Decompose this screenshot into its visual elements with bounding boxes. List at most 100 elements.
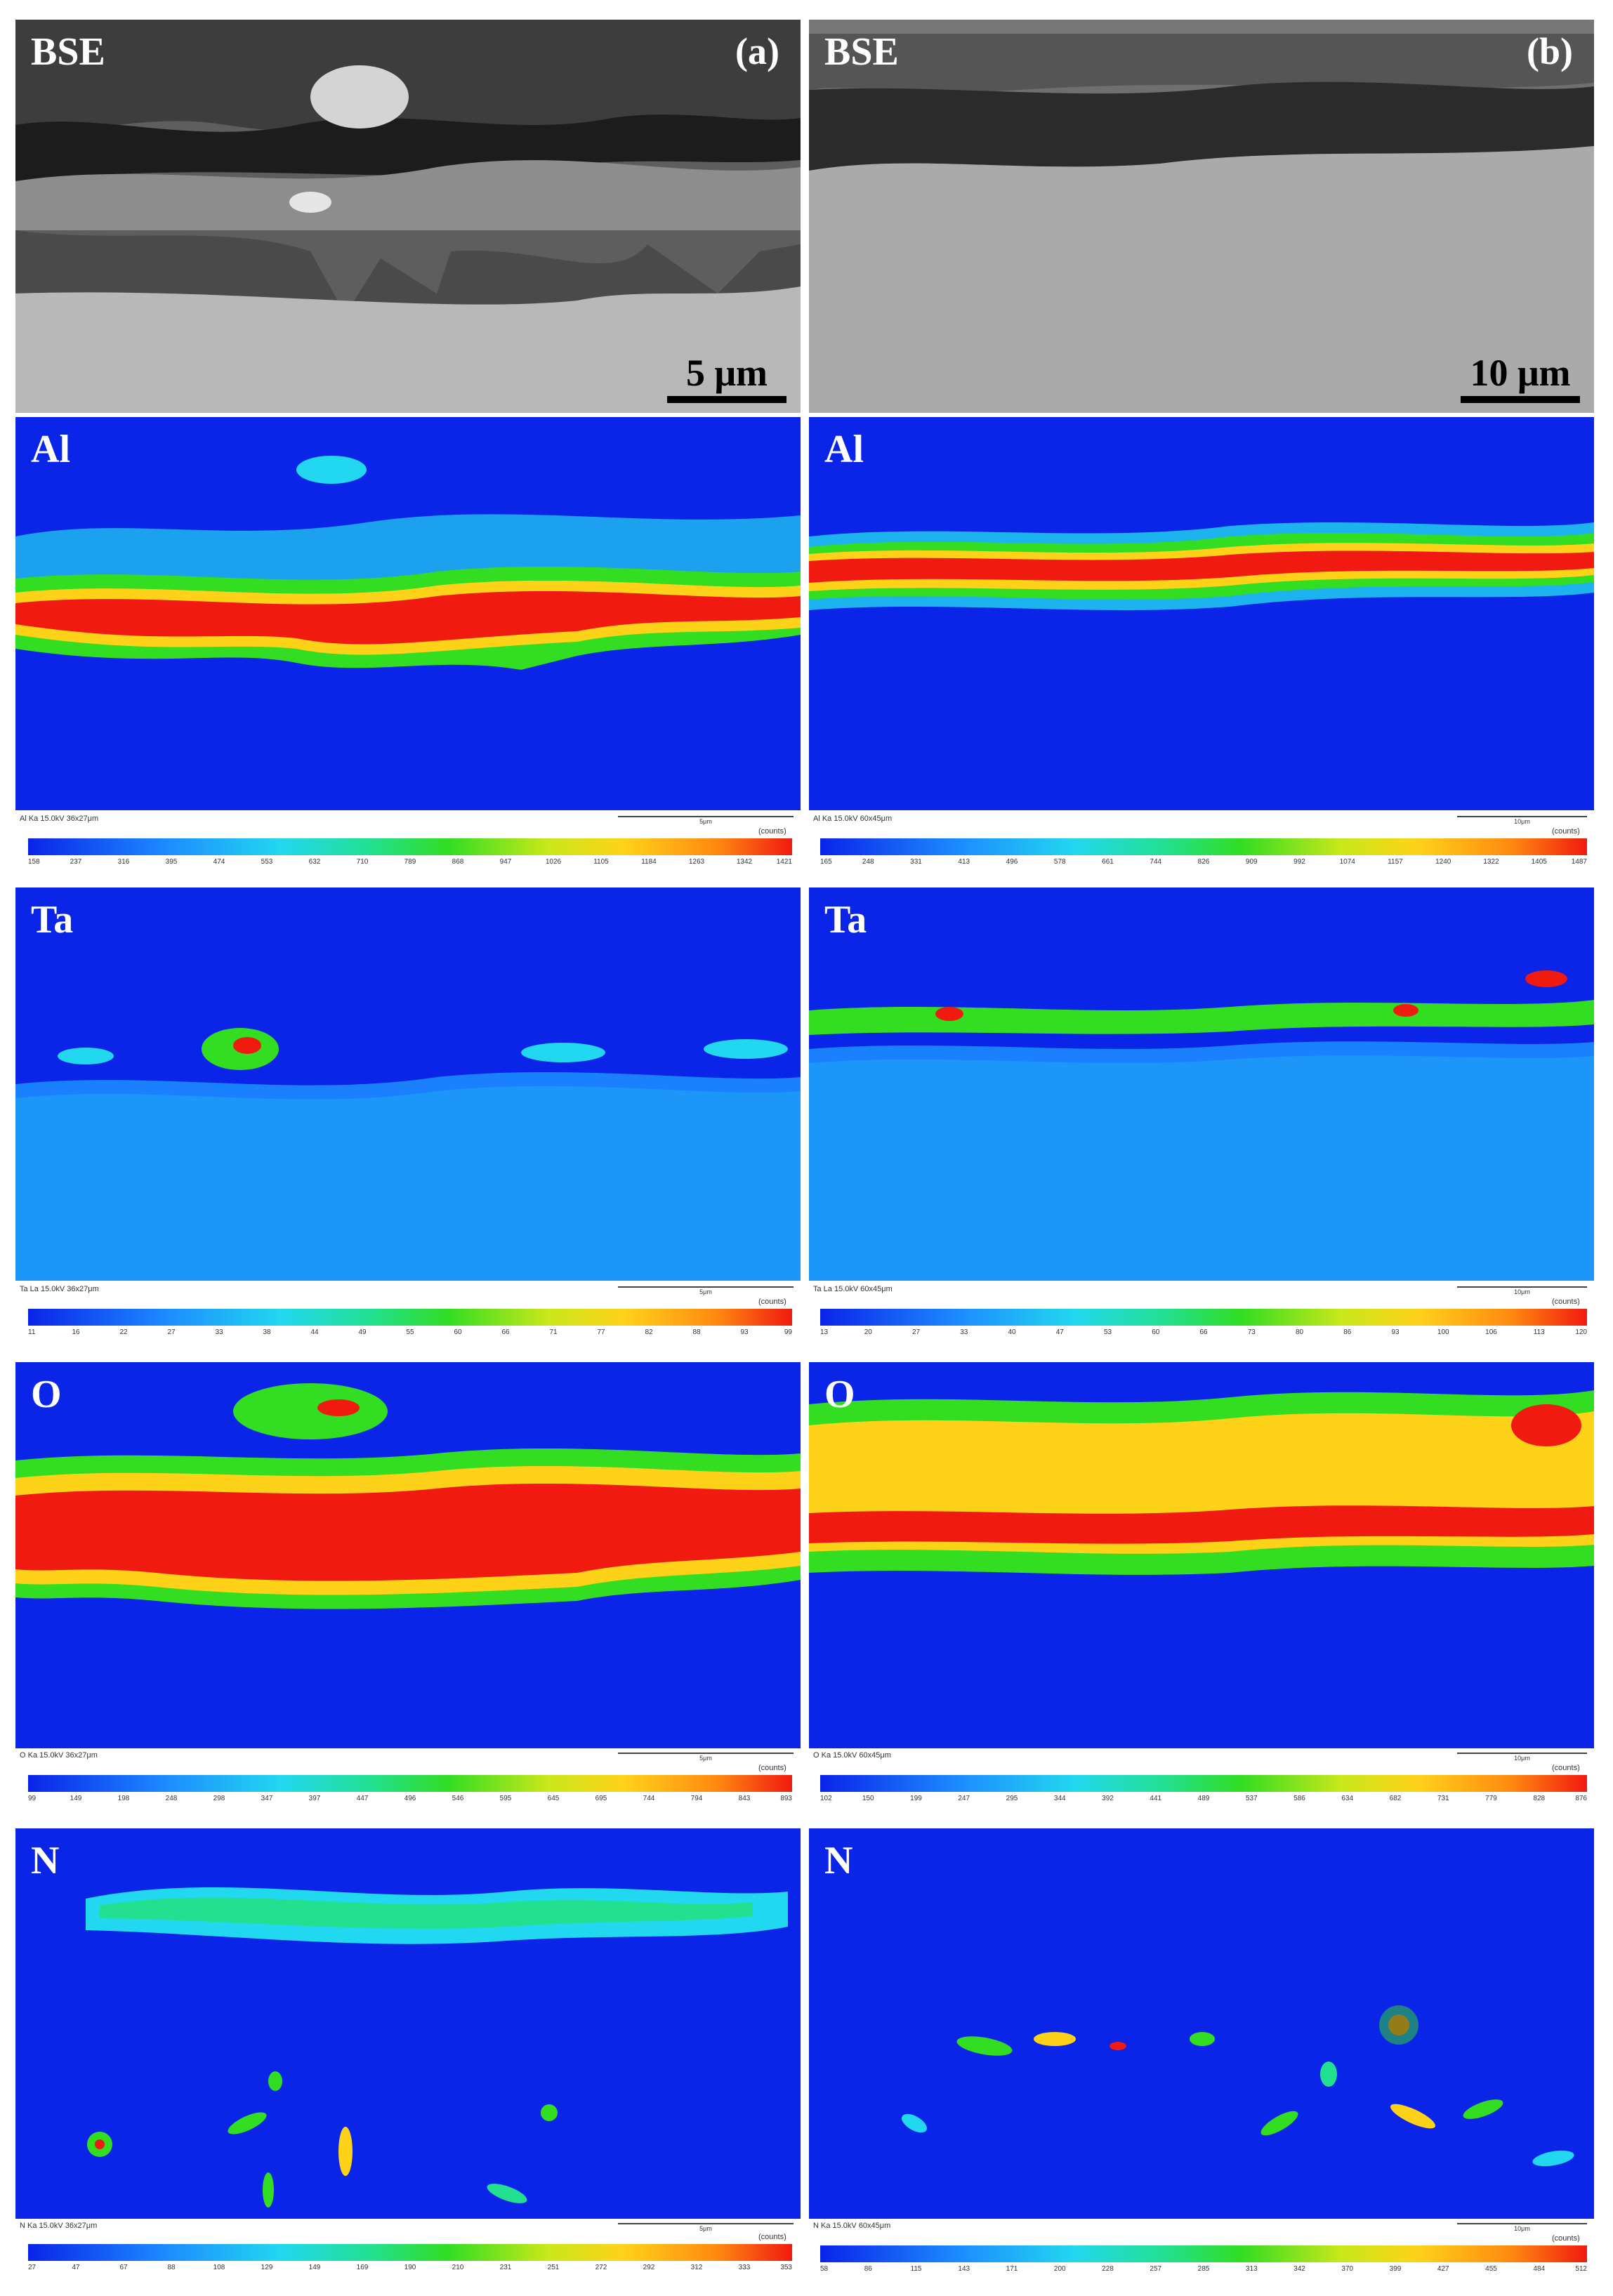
- ta-a-intensity: [15, 1028, 801, 1281]
- colorbar-tick-label: 392: [1102, 1795, 1114, 1802]
- map-o-b-label: O: [824, 1373, 855, 1416]
- map-ta-b-label: Ta: [824, 898, 867, 942]
- colorbar-tick-label: 909: [1245, 858, 1258, 866]
- map-al-a: Al: [15, 417, 801, 810]
- colorbar-tick-label: 313: [1245, 2265, 1258, 2273]
- colorbar-n-a: [28, 2244, 792, 2261]
- colorbar-tick-label: 58: [820, 2265, 829, 2273]
- um-text-al-b: 10μm: [1514, 818, 1530, 825]
- colorbar-tick-label: 843: [738, 1795, 751, 1802]
- colorbar-tick-label: 1487: [1571, 858, 1587, 866]
- colorbar-tick-label: 992: [1293, 858, 1305, 866]
- map-n-a: N: [15, 1828, 801, 2219]
- caption-al-a: Al Ka 15.0kV 36x27μm: [20, 814, 99, 823]
- ta-b-intensity: [809, 970, 1594, 1281]
- caption-ta-b: Ta La 15.0kV 60x45μm: [813, 1285, 893, 1293]
- colorbar-tick-label: 794: [690, 1795, 703, 1802]
- ticks-ta-b: 13 20 27 33 40 47 53 60 66 73 80 86 93 100 106 113 120: [820, 1328, 1587, 1338]
- colorbar-tick-label: 1105: [593, 858, 609, 866]
- scalebar-b-text: 10 μm: [1470, 352, 1571, 394]
- colorbar-ta-b: [820, 1309, 1587, 1326]
- colorbar-tick-label: 893: [780, 1795, 792, 1802]
- colorbar-tick-label: 165: [820, 858, 832, 866]
- colorbar-tick-label: 86: [864, 2265, 872, 2273]
- map-n-b-label: N: [824, 1839, 853, 1882]
- colorbar-tick-label: 257: [1150, 2265, 1162, 2273]
- colorbar-tick-label: 1026: [545, 858, 562, 866]
- colorbar-tick-label: 33: [960, 1328, 968, 1336]
- um-line-o-b: 10μm: [1457, 1753, 1587, 1762]
- colorbar-tick-label: 106: [1485, 1328, 1497, 1336]
- colorbar-al-b: [820, 838, 1587, 855]
- colorbar-tick-label: 27: [28, 2264, 37, 2271]
- map-al-b-label: Al: [824, 428, 864, 471]
- colorbar-al-a: [28, 838, 792, 855]
- um-text-n-a: 5μm: [699, 2225, 712, 2232]
- colorbar-tick-label: 1074: [1339, 858, 1355, 866]
- colorbar-tick-label: 413: [958, 858, 970, 866]
- colorbar-tick-label: 682: [1389, 1795, 1402, 1802]
- colorbar-tick-label: 496: [1006, 858, 1018, 866]
- counts-label-o-b: (counts): [1552, 1764, 1580, 1772]
- colorbar-tick-label: 828: [1533, 1795, 1546, 1802]
- um-text-al-a: 5μm: [699, 818, 712, 825]
- colorbar-tick-label: 347: [261, 1795, 273, 1802]
- colorbar-tick-label: 1322: [1483, 858, 1499, 866]
- colorbar-tick-label: 198: [117, 1795, 130, 1802]
- colorbar-tick-label: 82: [645, 1328, 653, 1336]
- colorbar-tick-label: 316: [117, 858, 130, 866]
- colorbar-tick-label: 455: [1485, 2265, 1497, 2273]
- um-text-n-b: 10μm: [1514, 2225, 1530, 2232]
- colorbar-tick-label: 38: [263, 1328, 271, 1336]
- colorbar-tick-label: 93: [1391, 1328, 1400, 1336]
- colorbar-tick-label: 331: [910, 858, 922, 866]
- colorbar-tick-label: 298: [213, 1795, 225, 1802]
- colorbar-tick-label: 149: [70, 1795, 82, 1802]
- colorbar-tick-label: 44: [310, 1328, 319, 1336]
- colorbar-tick-label: 47: [72, 2264, 80, 2271]
- o-b-intensity: [809, 1390, 1594, 1575]
- map-n-b: N: [809, 1828, 1594, 2219]
- colorbar-tick-label: 272: [595, 2264, 607, 2271]
- colorbar-tick-label: 129: [261, 2264, 273, 2271]
- colorbar-tick-label: 237: [70, 858, 82, 866]
- map-o-b: O: [809, 1362, 1594, 1748]
- colorbar-tick-label: 826: [1197, 858, 1210, 866]
- ticks-n-a: 27 47 67 88 108 129 149 169 190 210 231 251 272 292 31…: [28, 2264, 792, 2274]
- colorbar-tick-label: 93: [740, 1328, 749, 1336]
- um-text-ta-a: 5μm: [699, 1288, 712, 1295]
- scalebar-a-text: 5 μm: [685, 352, 768, 394]
- colorbar-tick-label: 27: [167, 1328, 176, 1336]
- colorbar-tick-label: 60: [454, 1328, 462, 1336]
- um-line-n-a: 5μm: [618, 2223, 794, 2232]
- colorbar-tick-label: 248: [862, 858, 874, 866]
- colorbar-tick-label: 484: [1533, 2265, 1546, 2273]
- map-n-a-label: N: [31, 1839, 60, 1882]
- counts-label-al-b: (counts): [1552, 827, 1580, 836]
- colorbar-tick-label: 744: [643, 1795, 655, 1802]
- counts-label-n-b: (counts): [1552, 2234, 1580, 2243]
- map-o-a: O: [15, 1362, 801, 1748]
- colorbar-tick-label: 632: [308, 858, 321, 866]
- colorbar-tick-label: 353: [780, 2264, 792, 2271]
- colorbar-tick-label: 88: [692, 1328, 701, 1336]
- counts-label-o-a: (counts): [758, 1764, 786, 1772]
- ticks-n-b: 58 86 115 143 171 200 228 257 285 313 342 370 399 427…: [820, 2265, 1587, 2275]
- panel-a-tag: (a): [735, 30, 779, 72]
- colorbar-tick-label: 73: [1247, 1328, 1256, 1336]
- caption-o-b: O Ka 15.0kV 60x45μm: [813, 1751, 891, 1760]
- colorbar-tick-label: 113: [1533, 1328, 1545, 1336]
- colorbar-o-b: [820, 1775, 1587, 1792]
- um-text-o-a: 5μm: [699, 1755, 712, 1762]
- colorbar-tick-label: 40: [1008, 1328, 1016, 1336]
- um-text-ta-b: 10μm: [1514, 1288, 1530, 1295]
- colorbar-tick-label: 1421: [776, 858, 792, 866]
- colorbar-tick-label: 16: [72, 1328, 80, 1336]
- colorbar-tick-label: 99: [28, 1795, 37, 1802]
- colorbar-tick-label: 710: [356, 858, 369, 866]
- colorbar-tick-label: 553: [261, 858, 273, 866]
- colorbar-tick-label: 333: [738, 2264, 751, 2271]
- colorbar-tick-label: 578: [1053, 858, 1066, 866]
- caption-al-b: Al Ka 15.0kV 60x45μm: [813, 814, 893, 823]
- colorbar-tick-label: 344: [1053, 1795, 1066, 1802]
